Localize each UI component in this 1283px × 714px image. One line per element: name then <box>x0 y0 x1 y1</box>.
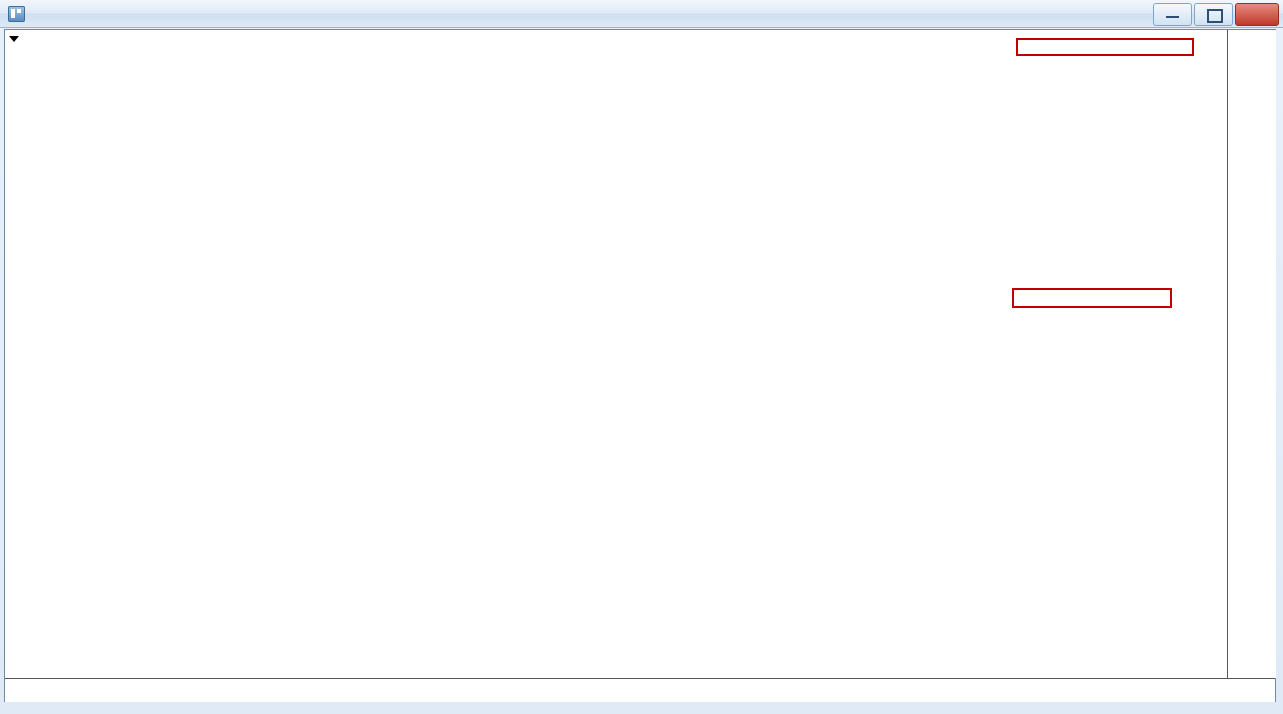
chevron-down-icon[interactable] <box>9 36 19 43</box>
close-button[interactable] <box>1235 3 1279 26</box>
price-axis[interactable] <box>1227 30 1276 678</box>
window-titlebar <box>0 0 1283 28</box>
maximize-button[interactable] <box>1194 3 1233 26</box>
maximize-icon <box>1207 9 1223 23</box>
minimize-button[interactable] <box>1153 3 1192 26</box>
window-controls <box>1153 3 1279 26</box>
chart-window-icon <box>8 6 25 22</box>
chart-ohlc-header <box>9 33 23 45</box>
annotation-ma-support <box>1012 288 1172 308</box>
time-axis[interactable] <box>5 678 1275 702</box>
price-series-layer <box>5 30 1227 678</box>
annotation-targets <box>1016 38 1194 56</box>
chart-container[interactable] <box>4 29 1276 702</box>
minimize-icon <box>1166 16 1179 18</box>
chart-plot-area[interactable] <box>5 30 1227 678</box>
